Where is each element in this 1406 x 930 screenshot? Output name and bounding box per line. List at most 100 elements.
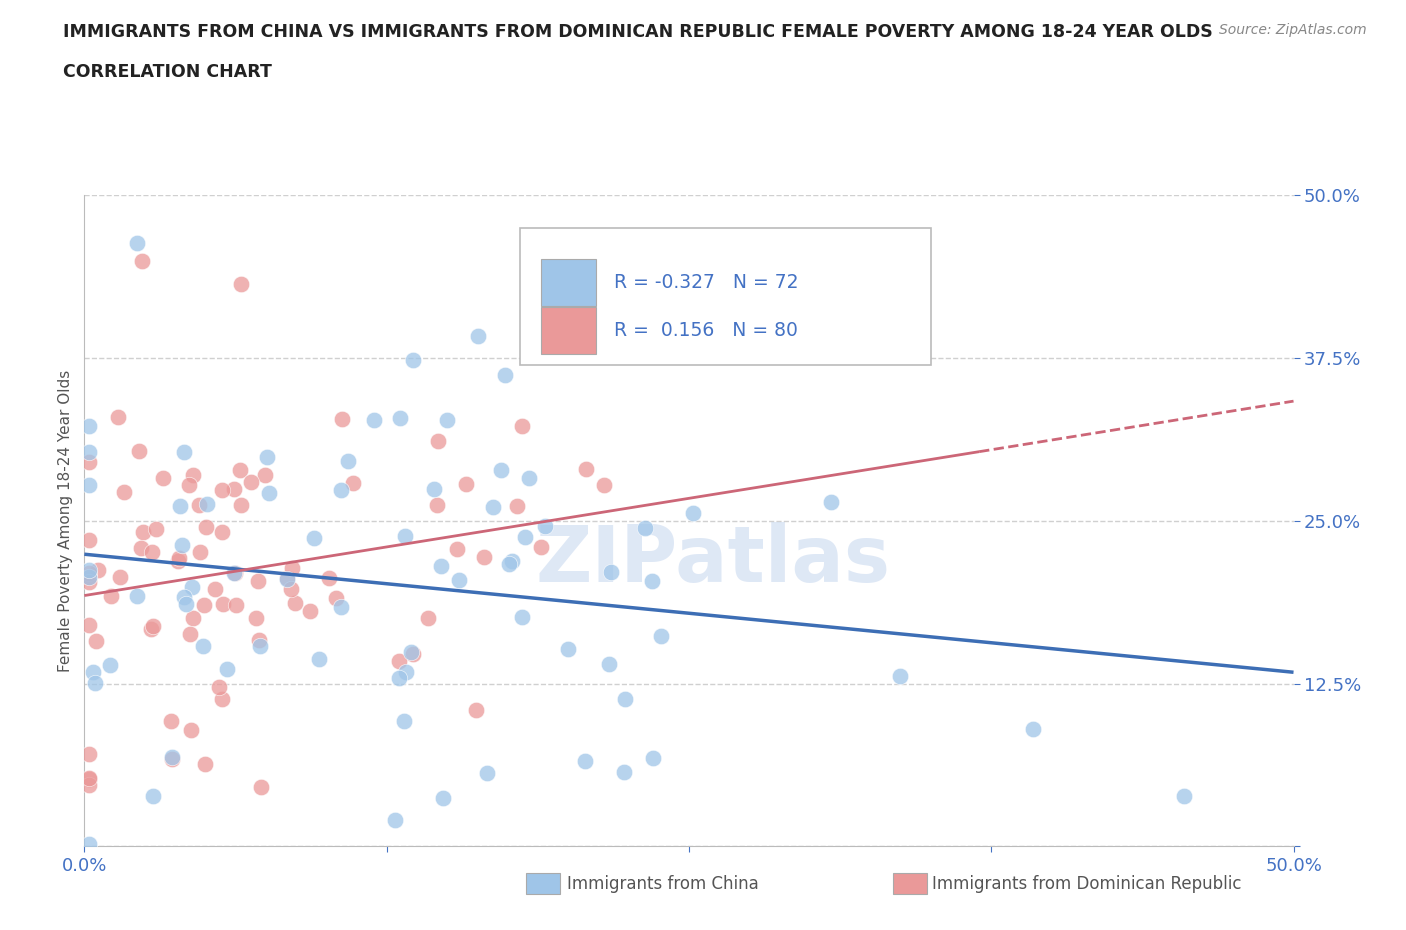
Point [142, 789, 165, 804]
Point [112, 485, 135, 499]
Point [204, 581, 226, 596]
Point [77, 618, 100, 632]
Point [592, 478, 614, 493]
Point [188, 545, 211, 560]
Point [183, 468, 205, 483]
Point [276, 572, 298, 587]
Point [211, 692, 233, 707]
Point [394, 529, 416, 544]
Point [231, 276, 253, 291]
Point [432, 790, 454, 805]
Point [426, 433, 449, 448]
Point [557, 642, 579, 657]
Point [110, 570, 132, 585]
Point [529, 539, 551, 554]
Point [254, 468, 277, 483]
Point [650, 629, 672, 644]
Point [613, 764, 636, 779]
Point [640, 574, 662, 589]
Point [246, 574, 269, 589]
Point [342, 475, 364, 490]
FancyBboxPatch shape [520, 228, 931, 365]
Point [330, 483, 353, 498]
Point [162, 749, 184, 764]
Point [77, 771, 100, 786]
Point [129, 541, 152, 556]
Point [181, 579, 204, 594]
Point [82, 664, 104, 679]
Text: Immigrants from China: Immigrants from China [567, 875, 758, 894]
Text: ZIPatlas: ZIPatlas [536, 522, 890, 598]
Point [682, 505, 704, 520]
Text: Immigrants from Dominican Republic: Immigrants from Dominican Republic [932, 875, 1241, 894]
Point [399, 644, 422, 659]
Point [141, 544, 163, 559]
Point [467, 328, 489, 343]
Point [510, 610, 533, 625]
Point [224, 565, 246, 580]
Point [249, 632, 271, 647]
Point [449, 573, 471, 588]
Point [187, 498, 209, 512]
Text: R =  0.156   N = 80: R = 0.156 N = 80 [614, 321, 797, 339]
Point [402, 646, 425, 661]
Point [159, 714, 181, 729]
Point [211, 483, 233, 498]
Point [363, 413, 385, 428]
Point [195, 497, 218, 512]
Point [107, 410, 129, 425]
Point [181, 610, 204, 625]
Point [160, 751, 183, 766]
Y-axis label: Female Poverty Among 18-24 Year Olds: Female Poverty Among 18-24 Year Olds [58, 370, 73, 672]
Point [426, 498, 449, 512]
Point [77, 478, 100, 493]
Text: R = -0.327   N = 72: R = -0.327 N = 72 [614, 273, 799, 292]
Point [193, 597, 215, 612]
Point [77, 836, 100, 851]
Point [280, 581, 302, 596]
Point [281, 561, 304, 576]
Point [208, 680, 231, 695]
Point [332, 412, 354, 427]
Point [336, 454, 359, 469]
Point [498, 557, 520, 572]
Point [77, 570, 100, 585]
Point [173, 445, 195, 459]
Point [614, 691, 637, 706]
Point [224, 481, 246, 496]
Point [225, 598, 247, 613]
Point [77, 777, 100, 792]
Point [152, 472, 174, 486]
Point [77, 747, 100, 762]
Point [245, 611, 267, 626]
Point [194, 757, 217, 772]
Point [77, 570, 100, 585]
Point [249, 638, 271, 653]
Point [515, 529, 537, 544]
Point [318, 570, 340, 585]
Point [387, 671, 409, 685]
Point [194, 519, 217, 534]
Point [169, 498, 191, 513]
Point [84, 676, 107, 691]
Point [173, 590, 195, 604]
Point [77, 455, 100, 470]
Point [125, 589, 148, 604]
Point [575, 461, 598, 476]
Point [77, 533, 100, 548]
Point [1173, 789, 1195, 804]
Point [77, 565, 100, 580]
Text: CORRELATION CHART: CORRELATION CHART [63, 63, 273, 81]
Text: Source: ZipAtlas.com: Source: ZipAtlas.com [1219, 23, 1367, 37]
Point [416, 611, 439, 626]
Point [284, 595, 307, 610]
Point [454, 476, 477, 491]
Point [384, 812, 406, 827]
Point [276, 571, 298, 586]
Point [422, 482, 444, 497]
Point [388, 410, 411, 425]
Point [482, 499, 505, 514]
Point [128, 444, 150, 458]
Point [229, 463, 252, 478]
Point [494, 367, 516, 382]
